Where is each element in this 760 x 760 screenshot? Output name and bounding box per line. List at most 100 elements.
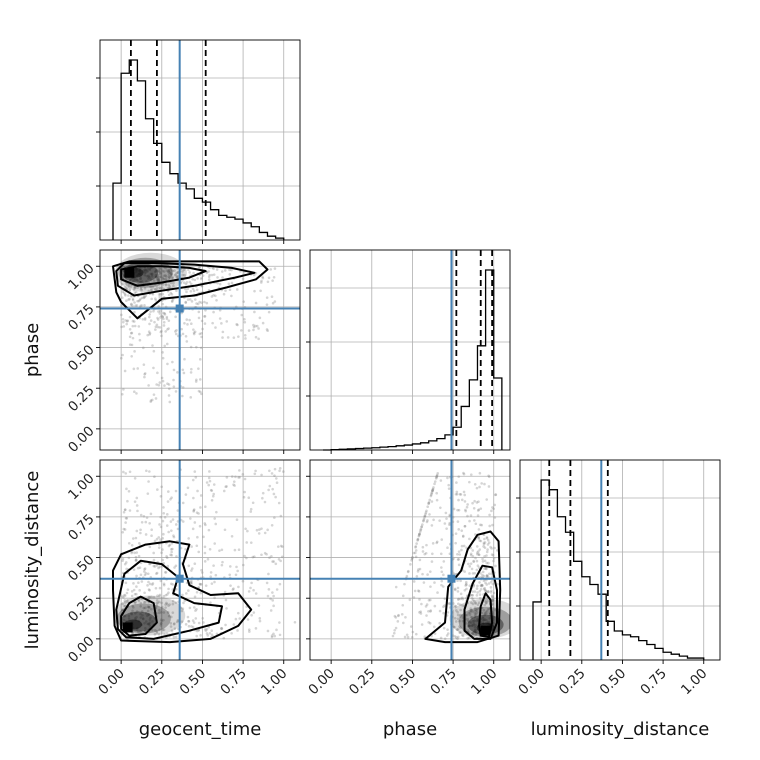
scatter-point xyxy=(167,394,171,397)
scatter-point xyxy=(195,378,198,382)
scatter-point xyxy=(168,310,172,314)
scatter-point xyxy=(268,556,271,560)
scatter-point xyxy=(215,632,219,636)
scatter-point xyxy=(477,553,481,557)
scatter-point xyxy=(169,520,173,523)
scatter-point xyxy=(170,269,174,272)
scatter-point xyxy=(243,490,246,494)
scatter-point xyxy=(133,310,136,314)
scatter-point xyxy=(480,583,484,587)
scatter-point xyxy=(253,310,256,314)
scatter-point xyxy=(458,625,461,628)
scatter-point xyxy=(162,311,165,315)
scatter-point xyxy=(150,595,153,599)
scatter-point xyxy=(490,589,493,593)
scatter-point xyxy=(251,555,255,559)
scatter-point xyxy=(203,560,207,563)
scatter-point xyxy=(462,471,465,475)
scatter-point xyxy=(121,602,124,606)
scatter-point xyxy=(405,633,409,637)
scatter-point xyxy=(391,634,395,638)
scatter-point xyxy=(216,276,219,279)
scatter-point xyxy=(154,325,158,329)
scatter-point xyxy=(232,336,236,339)
scatter-point xyxy=(192,621,196,624)
scatter-point xyxy=(487,590,490,593)
scatter-point xyxy=(122,527,126,531)
scatter-point xyxy=(213,517,216,520)
scatter-point xyxy=(201,327,204,331)
scatter-point xyxy=(272,275,276,279)
scatter-point xyxy=(148,470,151,473)
scatter-point xyxy=(170,615,173,619)
scatter-point xyxy=(161,302,165,306)
scatter-point xyxy=(139,513,143,517)
scatter-point xyxy=(456,637,459,641)
scatter-point xyxy=(435,474,439,478)
scatter-point xyxy=(200,331,203,335)
scatter-point xyxy=(155,286,159,289)
scatter-point xyxy=(149,272,153,276)
scatter-point xyxy=(131,319,135,323)
scatter-point xyxy=(452,625,456,629)
scatter-point xyxy=(478,593,482,596)
scatter-point xyxy=(260,281,263,284)
scatter-point xyxy=(132,582,135,585)
scatter-point xyxy=(175,620,179,624)
scatter-point xyxy=(125,322,129,326)
scatter-point xyxy=(175,275,179,279)
scatter-point xyxy=(133,551,136,555)
scatter-point xyxy=(159,622,163,625)
scatter-point xyxy=(190,582,193,585)
scatter-point xyxy=(478,485,481,489)
scatter-point xyxy=(134,304,137,308)
scatter-point xyxy=(255,528,259,532)
scatter-point xyxy=(471,572,475,575)
contour-line xyxy=(120,265,207,287)
scatter-point xyxy=(149,285,152,289)
scatter-point xyxy=(417,533,421,537)
scatter-point xyxy=(491,595,495,599)
scatter-point xyxy=(446,611,450,614)
scatter-point xyxy=(135,592,138,596)
scatter-point xyxy=(418,533,421,536)
scatter-point xyxy=(417,590,421,593)
scatter-point xyxy=(208,479,212,483)
scatter-point xyxy=(174,330,177,333)
scatter-point xyxy=(431,489,434,493)
scatter-point xyxy=(244,527,247,531)
scatter-point xyxy=(190,282,193,286)
scatter-point xyxy=(476,617,479,621)
scatter-point xyxy=(135,529,139,533)
scatter-point xyxy=(489,591,493,594)
scatter-point xyxy=(234,573,238,577)
scatter-point xyxy=(155,571,159,575)
contour-line xyxy=(478,592,494,639)
scatter-point xyxy=(157,278,160,282)
scatter-point xyxy=(254,469,257,473)
scatter-point xyxy=(171,602,175,606)
scatter-point xyxy=(159,272,162,276)
axes-frame xyxy=(99,249,301,451)
scatter-point xyxy=(432,486,435,489)
scatter-point xyxy=(139,286,143,289)
scatter-point xyxy=(254,324,257,328)
scatter-point xyxy=(167,269,171,272)
scatter-point xyxy=(452,602,455,605)
scatter-point xyxy=(482,542,486,546)
scatter-point xyxy=(456,610,459,614)
scatter-point xyxy=(245,556,248,560)
scatter-point xyxy=(159,579,163,583)
scatter-point xyxy=(133,285,137,289)
scatter-point xyxy=(448,602,451,605)
scatter-point xyxy=(170,529,173,532)
x-axis-label-geocent_time: geocent_time xyxy=(139,719,262,740)
scatter-point xyxy=(484,589,488,593)
scatter-point xyxy=(158,266,161,270)
scatter-point xyxy=(155,572,158,575)
scatter-point xyxy=(198,358,202,361)
scatter-point xyxy=(266,528,269,532)
scatter-point xyxy=(476,564,480,568)
scatter-point xyxy=(147,274,150,278)
scatter-point xyxy=(162,611,166,614)
